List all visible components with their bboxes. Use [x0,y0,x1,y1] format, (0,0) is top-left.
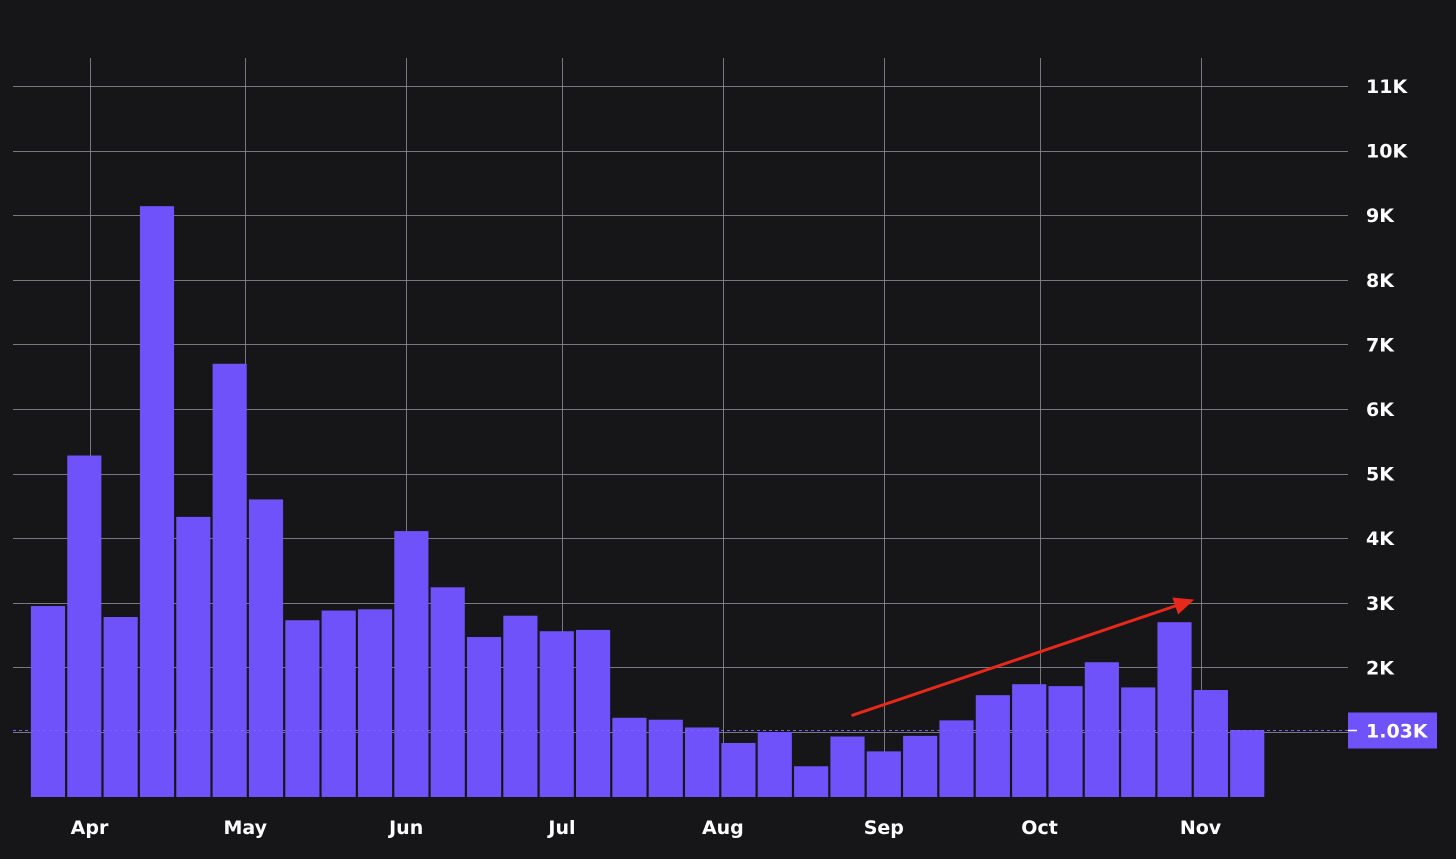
bar [1048,686,1083,797]
bar [830,736,865,797]
y-tick-label: 2K [1366,657,1395,679]
bar [1193,690,1228,797]
trend-arrow-head [1172,597,1195,615]
bar [794,766,829,797]
x-tick-label: Jun [387,817,423,839]
bar [321,610,356,797]
x-axis: Apr May Jun Jul Aug Sep Oct Nov [71,817,1222,839]
y-tick-label: 11K [1366,76,1408,98]
x-tick-label: Sep [864,817,904,839]
bar [285,620,320,797]
x-tick-label: Oct [1021,817,1058,839]
y-tick-label: 10K [1366,141,1408,163]
bar [612,717,647,797]
bar [357,609,393,797]
x-tick-label: May [223,817,267,839]
bar [430,587,465,797]
last-value-tag: 1.03K [1348,712,1437,749]
bar [67,455,102,797]
bar [576,629,611,797]
bar [757,732,792,797]
trend-arrow-line [851,600,1190,717]
bar [139,206,175,797]
y-tick-label: 7K [1366,334,1395,356]
bar [212,363,247,797]
bar [685,727,720,797]
bar [866,751,901,797]
last-value-tag-bg [1348,712,1437,749]
bar [103,617,138,797]
y-tick-label: 9K [1366,205,1395,227]
y-axis: 2K 3K 4K 5K 6K 7K 8K 9K 10K 11K [1366,76,1408,679]
x-tick-label: Nov [1180,817,1222,839]
trend-arrow-annotation [851,597,1195,717]
bar [503,615,538,797]
bar [539,631,574,797]
bar [939,720,974,797]
bar [176,516,211,797]
y-tick-label: 6K [1366,399,1395,421]
bar [975,695,1010,797]
bar [903,735,938,797]
bar [721,742,756,797]
bar [1012,684,1047,797]
bar [1121,687,1156,797]
x-tick-label: Jul [546,817,575,839]
bar [1230,730,1265,797]
bar [1084,662,1119,797]
x-tick-label: Aug [702,817,744,839]
x-tick-label: Apr [71,817,109,839]
y-tick-label: 5K [1366,464,1395,486]
bar [466,637,502,797]
bar [30,606,66,797]
bar [648,719,683,797]
y-tick-label: 3K [1366,593,1395,615]
last-value-label: 1.03K [1366,721,1429,743]
y-tick-label: 4K [1366,528,1395,550]
bar [394,531,429,797]
bar [1157,622,1192,797]
bar [248,499,284,797]
y-tick-label: 8K [1366,270,1395,292]
bars [30,206,1265,797]
